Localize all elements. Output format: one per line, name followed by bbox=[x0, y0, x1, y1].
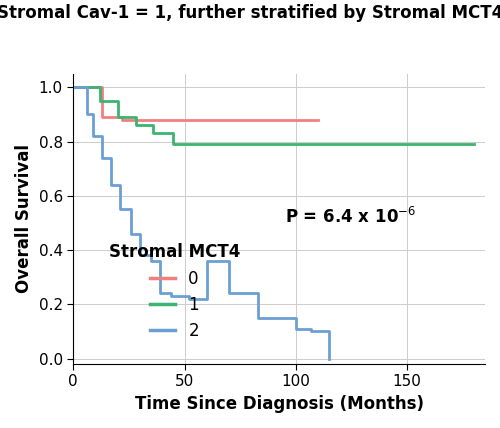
Y-axis label: Overall Survival: Overall Survival bbox=[15, 144, 33, 293]
X-axis label: Time Since Diagnosis (Months): Time Since Diagnosis (Months) bbox=[134, 395, 424, 413]
Text: Stromal Cav-1 = 1, further stratified by Stromal MCT4: Stromal Cav-1 = 1, further stratified by… bbox=[0, 4, 500, 22]
Text: P = 6.4 x 10$^{-6}$: P = 6.4 x 10$^{-6}$ bbox=[284, 207, 416, 227]
Legend: 0, 1, 2: 0, 1, 2 bbox=[102, 237, 247, 347]
